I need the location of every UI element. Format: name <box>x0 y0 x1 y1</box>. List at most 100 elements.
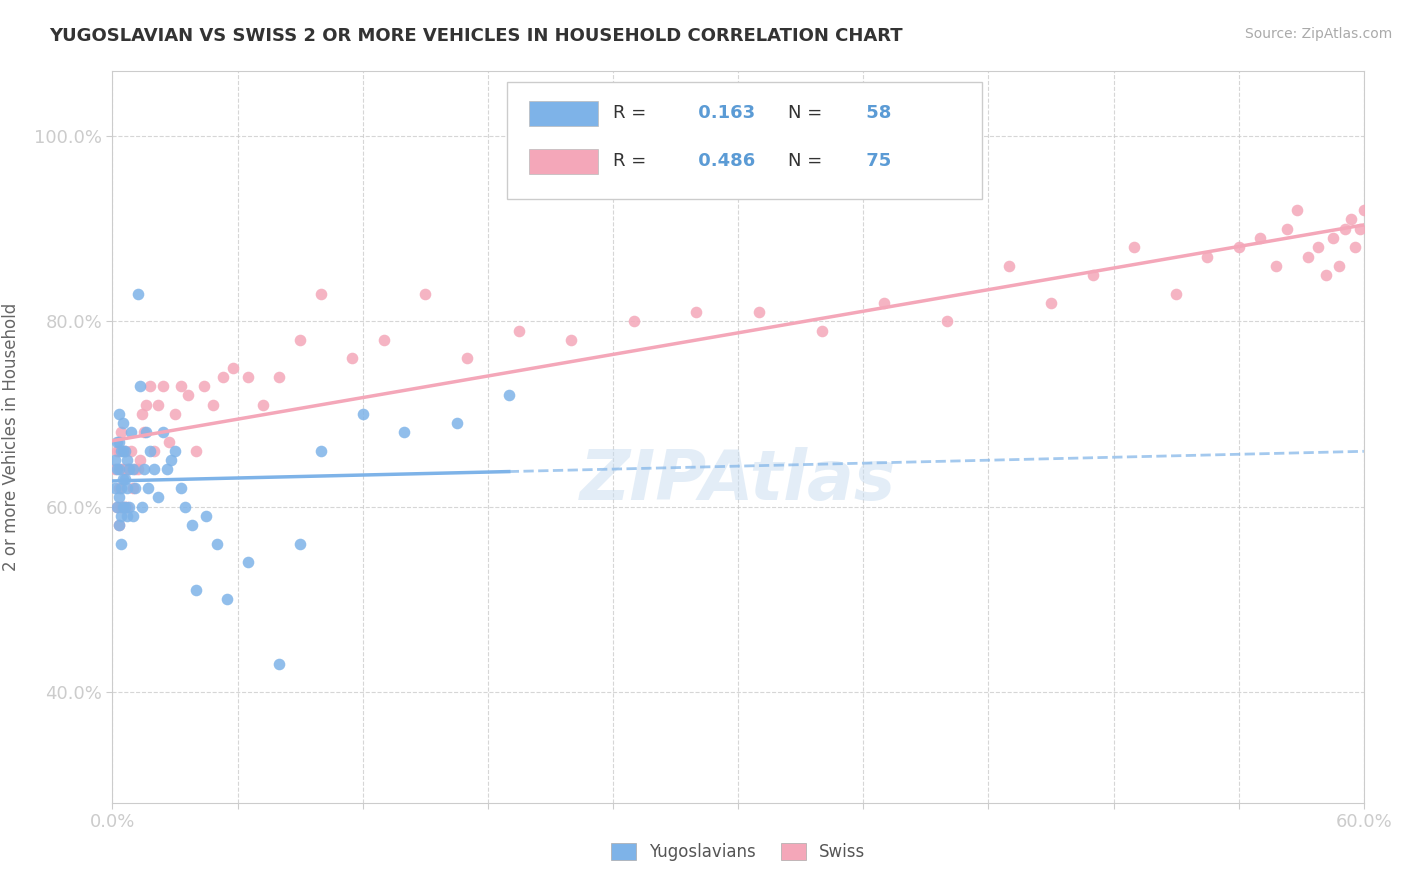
Point <box>413 286 436 301</box>
Point <box>105 434 128 449</box>
Text: 58: 58 <box>859 104 891 122</box>
Text: 75: 75 <box>859 153 891 170</box>
Point <box>118 500 141 514</box>
Point <box>560 333 582 347</box>
Point <box>107 518 129 533</box>
Point <box>152 425 174 440</box>
Point <box>111 462 134 476</box>
Point <box>309 286 332 301</box>
Point <box>110 425 132 440</box>
Point <box>128 379 150 393</box>
Point <box>111 416 134 430</box>
Point <box>748 305 770 319</box>
Point <box>193 379 215 393</box>
Point <box>111 444 134 458</box>
Point <box>1249 231 1271 245</box>
Point <box>115 500 138 514</box>
Point <box>1039 295 1063 310</box>
Point <box>1265 259 1288 273</box>
Point <box>115 462 138 476</box>
Point <box>309 444 332 458</box>
Point <box>152 379 174 393</box>
Point <box>110 536 132 550</box>
Point <box>127 286 149 301</box>
Point <box>139 444 162 458</box>
Point <box>105 462 128 476</box>
Point <box>222 360 245 375</box>
Point <box>1164 286 1187 301</box>
Point <box>143 444 166 458</box>
Point <box>176 388 198 402</box>
Point <box>115 481 138 495</box>
Point <box>498 388 520 402</box>
Point <box>115 453 138 467</box>
Text: R =: R = <box>613 104 652 122</box>
Point <box>157 434 180 449</box>
Point <box>163 407 186 421</box>
Point <box>174 500 197 514</box>
Point <box>103 453 125 467</box>
Point <box>935 314 957 328</box>
Point <box>184 582 207 597</box>
Point <box>132 425 155 440</box>
Point <box>136 481 159 495</box>
Point <box>217 592 239 607</box>
Point <box>120 444 142 458</box>
Point <box>269 657 291 671</box>
Point <box>342 351 364 366</box>
Text: YUGOSLAVIAN VS SWISS 2 OR MORE VEHICLES IN HOUSEHOLD CORRELATION CHART: YUGOSLAVIAN VS SWISS 2 OR MORE VEHICLES … <box>49 27 903 45</box>
Point <box>394 425 416 440</box>
Point <box>290 333 312 347</box>
Point <box>1123 240 1146 254</box>
Point <box>623 314 645 328</box>
Point <box>160 453 183 467</box>
Point <box>508 324 530 338</box>
Point <box>170 481 193 495</box>
Y-axis label: 2 or more Vehicles in Household: 2 or more Vehicles in Household <box>3 303 20 571</box>
Point <box>180 518 202 533</box>
Point <box>156 462 179 476</box>
Point <box>1334 221 1357 235</box>
Point <box>110 444 132 458</box>
Point <box>124 462 146 476</box>
Point <box>139 379 162 393</box>
Point <box>135 425 157 440</box>
Point <box>1322 231 1344 245</box>
Point <box>1275 221 1298 235</box>
Point <box>128 453 150 467</box>
Point <box>105 500 128 514</box>
Text: Source: ZipAtlas.com: Source: ZipAtlas.com <box>1244 27 1392 41</box>
Point <box>132 462 155 476</box>
Point <box>115 508 138 523</box>
Text: ZIPAtlas: ZIPAtlas <box>581 448 896 515</box>
Point <box>195 508 218 523</box>
Point <box>1344 240 1367 254</box>
Point <box>120 425 142 440</box>
Text: 0.486: 0.486 <box>692 153 755 170</box>
FancyBboxPatch shape <box>506 82 983 200</box>
Point <box>1081 268 1104 282</box>
Point <box>105 500 128 514</box>
Point <box>810 324 832 338</box>
Point <box>269 370 291 384</box>
Point <box>148 398 170 412</box>
Point <box>107 518 129 533</box>
Point <box>105 444 128 458</box>
Point <box>114 444 136 458</box>
Point <box>110 508 132 523</box>
Point <box>1327 259 1350 273</box>
Point <box>290 536 312 550</box>
Point <box>110 500 132 514</box>
Point <box>1197 250 1219 264</box>
Point <box>122 508 145 523</box>
Point <box>103 462 125 476</box>
Point <box>1286 203 1309 218</box>
Text: R =: R = <box>613 153 652 170</box>
Point <box>107 462 129 476</box>
Point <box>456 351 478 366</box>
Point <box>107 481 129 495</box>
Point <box>111 500 134 514</box>
Point <box>111 500 134 514</box>
Point <box>998 259 1021 273</box>
Point <box>103 481 125 495</box>
